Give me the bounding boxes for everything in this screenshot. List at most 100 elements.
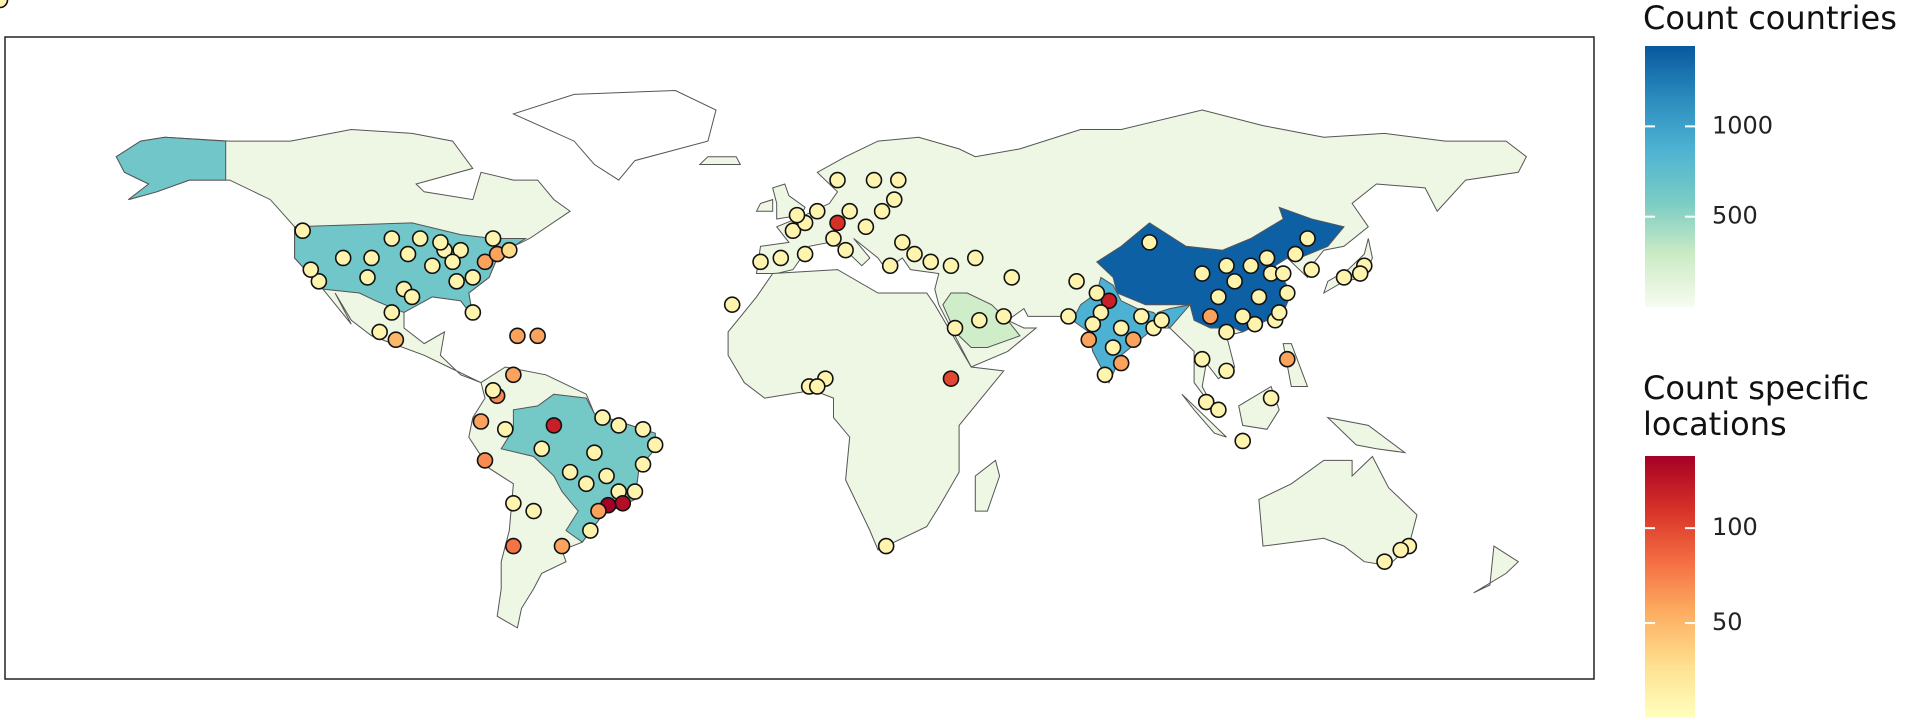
land: [1473, 545, 1520, 594]
location-point: [444, 253, 461, 271]
location-point: [1278, 350, 1296, 368]
location-point: [302, 261, 320, 278]
location-point: [586, 444, 603, 461]
location-point: [837, 241, 854, 259]
location-point: [1088, 284, 1106, 302]
location-point: [1299, 230, 1316, 247]
location-point: [1153, 311, 1170, 329]
location-point: [1262, 389, 1280, 407]
location-point: [829, 214, 846, 232]
colorbar-label: 1000: [1712, 111, 1773, 139]
location-point: [1270, 304, 1288, 321]
location-point: [505, 537, 522, 555]
location-point: [1226, 273, 1243, 290]
land: [1258, 455, 1418, 567]
location-point: [334, 249, 352, 267]
location-point: [509, 327, 526, 345]
location-point: [476, 452, 494, 469]
location-point: [1125, 331, 1142, 349]
location-point: [310, 273, 328, 290]
location-point: [942, 370, 960, 387]
location-point: [857, 218, 875, 236]
location-point: [1392, 541, 1410, 559]
location-point: [452, 241, 469, 259]
colorbar: [1645, 46, 1695, 307]
location-point: [634, 420, 652, 438]
location-point: [464, 269, 482, 286]
location-point: [1246, 315, 1264, 333]
location-point: [825, 230, 842, 247]
location-point: [1084, 315, 1102, 333]
location-point: [1218, 323, 1235, 341]
location-point: [1278, 284, 1296, 302]
location-point: [1100, 292, 1118, 310]
location-point: [1060, 308, 1077, 325]
location-point: [582, 522, 599, 539]
location-point: [472, 413, 490, 430]
location-point: [723, 296, 741, 313]
location-point: [529, 327, 546, 345]
location-point: [1210, 401, 1227, 419]
location-point: [788, 206, 806, 224]
land: [755, 198, 774, 212]
location-point: [1258, 249, 1276, 267]
location-point: [359, 269, 376, 286]
location-point: [885, 191, 903, 208]
location-point: [829, 171, 846, 189]
location-point: [1202, 308, 1219, 325]
land: [698, 156, 742, 165]
land: [1181, 393, 1227, 438]
location-point: [0, 0, 9, 9]
location-point: [1250, 288, 1268, 306]
location-point: [946, 319, 964, 337]
location-point: [553, 537, 571, 555]
location-point: [501, 241, 518, 259]
location-point: [772, 249, 790, 267]
location-point: [383, 230, 401, 247]
location-point: [1068, 273, 1085, 290]
location-point: [1210, 288, 1227, 306]
location-point: [1335, 269, 1353, 286]
location-point: [424, 257, 441, 275]
location-point: [877, 537, 895, 555]
location-point: [1303, 261, 1320, 278]
location-point: [971, 311, 988, 329]
location-point: [383, 304, 401, 321]
location-point: [881, 257, 899, 275]
location-point: [496, 420, 514, 438]
location-point: [578, 475, 595, 493]
location-point: [598, 467, 615, 485]
location-point: [922, 253, 940, 271]
location-point: [505, 366, 522, 384]
location-point: [752, 253, 769, 271]
location-point: [590, 502, 607, 520]
location-point: [1274, 265, 1292, 282]
location-point: [505, 494, 522, 512]
location-point: [432, 234, 449, 251]
location-point: [1112, 354, 1130, 372]
location-point: [1287, 245, 1304, 263]
location-point: [942, 257, 960, 275]
location-point: [1080, 331, 1098, 349]
location-point: [995, 308, 1012, 325]
location-point: [411, 230, 429, 247]
colorbar-label: 100: [1712, 513, 1758, 541]
location-point: [796, 245, 814, 263]
location-point: [614, 494, 632, 512]
legend-title: Count specific locations: [1643, 369, 1870, 443]
location-point: [784, 222, 802, 240]
location-point: [610, 417, 628, 434]
location-point: [1376, 553, 1393, 570]
location-point: [1193, 350, 1211, 368]
location-point: [894, 234, 911, 251]
location-point: [484, 382, 502, 399]
location-point: [1133, 308, 1150, 325]
location-point: [1234, 432, 1252, 450]
location-point: [1104, 339, 1122, 356]
location-point: [448, 273, 465, 290]
location-point: [808, 378, 826, 395]
location-point: [1193, 265, 1211, 282]
location-point: [533, 440, 551, 458]
land: [1326, 416, 1407, 454]
